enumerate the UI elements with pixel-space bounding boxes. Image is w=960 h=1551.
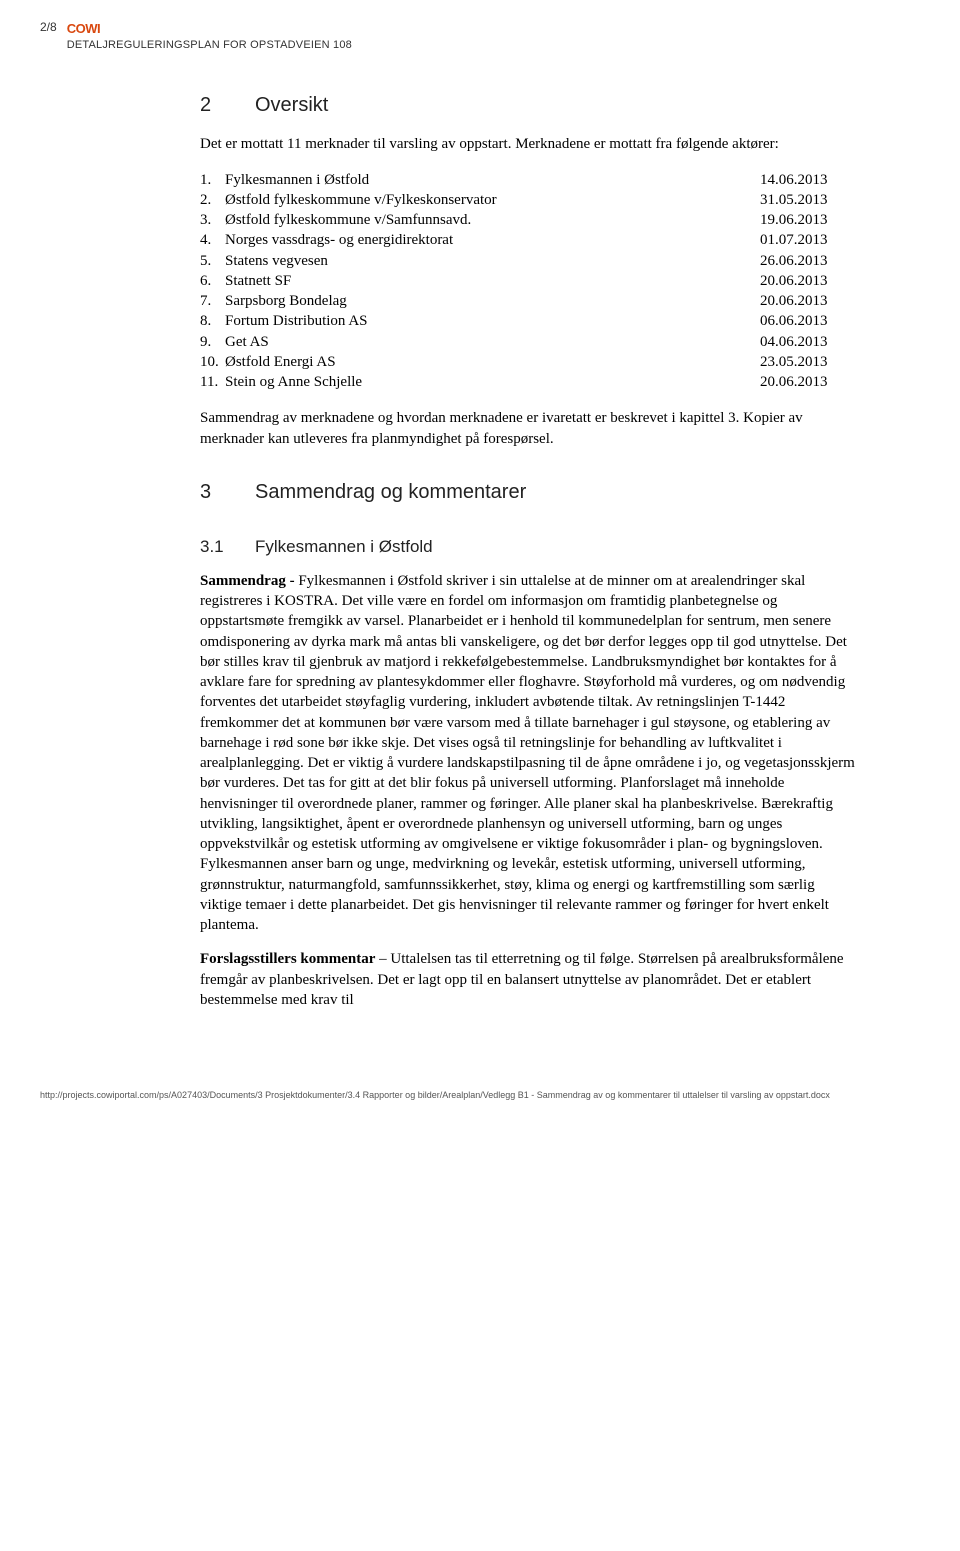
document-title: DETALJREGULERINGSPLAN FOR OPSTADVEIEN 10… bbox=[67, 38, 352, 53]
list-item-number: 9. bbox=[200, 332, 225, 352]
section-2-intro: Det er mottatt 11 merknader til varsling… bbox=[200, 134, 860, 154]
list-item: 6.Statnett SF20.06.2013 bbox=[200, 271, 860, 291]
list-item-label: Østfold fylkeskommune v/Samfunnsavd. bbox=[225, 210, 760, 230]
list-item-date: 31.05.2013 bbox=[760, 190, 860, 210]
list-item-date: 26.06.2013 bbox=[760, 251, 860, 271]
list-item: 7.Sarpsborg Bondelag20.06.2013 bbox=[200, 291, 860, 311]
list-item-label: Fortum Distribution AS bbox=[225, 311, 760, 331]
sammendrag-label: Sammendrag - bbox=[200, 573, 295, 589]
section-3-1-comment: Forslagsstillers kommentar – Uttalelsen … bbox=[200, 949, 860, 1010]
section-3-1-heading: 3.1Fylkesmannen i Østfold bbox=[200, 536, 860, 559]
list-item-label: Get AS bbox=[225, 332, 760, 352]
header-block: COWI DETALJREGULERINGSPLAN FOR OPSTADVEI… bbox=[67, 20, 352, 52]
list-item-date: 20.06.2013 bbox=[760, 372, 860, 392]
list-item-date: 04.06.2013 bbox=[760, 332, 860, 352]
section-3-title: Sammendrag og kommentarer bbox=[255, 481, 526, 503]
section-3-num: 3 bbox=[200, 479, 255, 506]
section-3-1-num: 3.1 bbox=[200, 536, 255, 559]
list-item-number: 1. bbox=[200, 170, 225, 190]
list-item-date: 06.06.2013 bbox=[760, 311, 860, 331]
list-item-label: Sarpsborg Bondelag bbox=[225, 291, 760, 311]
list-item-date: 23.05.2013 bbox=[760, 352, 860, 372]
list-item-number: 2. bbox=[200, 190, 225, 210]
company-logo: COWI bbox=[67, 20, 352, 38]
list-item-label: Norges vassdrags- og energidirektorat bbox=[225, 230, 760, 250]
section-3-heading: 3Sammendrag og kommentarer bbox=[200, 479, 860, 506]
list-item-label: Statnett SF bbox=[225, 271, 760, 291]
list-item-number: 6. bbox=[200, 271, 225, 291]
list-item-number: 5. bbox=[200, 251, 225, 271]
page-footer: http://projects.cowiportal.com/ps/A02740… bbox=[40, 1090, 920, 1102]
list-item-label: Østfold fylkeskommune v/Fylkeskonservato… bbox=[225, 190, 760, 210]
list-item-label: Fylkesmannen i Østfold bbox=[225, 170, 760, 190]
list-item-number: 4. bbox=[200, 230, 225, 250]
list-item: 8.Fortum Distribution AS06.06.2013 bbox=[200, 311, 860, 331]
section-2-title: Oversikt bbox=[255, 94, 328, 116]
list-item-date: 01.07.2013 bbox=[760, 230, 860, 250]
section-3-1-body: Sammendrag - Fylkesmannen i Østfold skri… bbox=[200, 571, 860, 936]
list-item-number: 7. bbox=[200, 291, 225, 311]
list-item-date: 19.06.2013 bbox=[760, 210, 860, 230]
list-item: 11.Stein og Anne Schjelle20.06.2013 bbox=[200, 372, 860, 392]
list-item-number: 8. bbox=[200, 311, 225, 331]
forslagsstiller-label: Forslagsstillers kommentar bbox=[200, 951, 375, 967]
list-item-label: Statens vegvesen bbox=[225, 251, 760, 271]
list-item-number: 10. bbox=[200, 352, 225, 372]
list-item: 4.Norges vassdrags- og energidirektorat0… bbox=[200, 230, 860, 250]
list-item: 9.Get AS04.06.2013 bbox=[200, 332, 860, 352]
section-3-1-title: Fylkesmannen i Østfold bbox=[255, 537, 433, 556]
sammendrag-text: Fylkesmannen i Østfold skriver i sin utt… bbox=[200, 573, 855, 933]
list-item-number: 3. bbox=[200, 210, 225, 230]
list-item: 5.Statens vegvesen26.06.2013 bbox=[200, 251, 860, 271]
list-item: 1.Fylkesmannen i Østfold14.06.2013 bbox=[200, 170, 860, 190]
merknader-list: 1.Fylkesmannen i Østfold14.06.20132.Østf… bbox=[200, 170, 860, 393]
section-2-heading: 2Oversikt bbox=[200, 92, 860, 119]
list-item: 10.Østfold Energi AS23.05.2013 bbox=[200, 352, 860, 372]
list-item-date: 14.06.2013 bbox=[760, 170, 860, 190]
list-item-date: 20.06.2013 bbox=[760, 271, 860, 291]
page-header: 2/8 COWI DETALJREGULERINGSPLAN FOR OPSTA… bbox=[40, 20, 920, 52]
list-item: 3.Østfold fylkeskommune v/Samfunnsavd.19… bbox=[200, 210, 860, 230]
list-item: 2.Østfold fylkeskommune v/Fylkeskonserva… bbox=[200, 190, 860, 210]
list-item-number: 11. bbox=[200, 372, 225, 392]
list-item-label: Stein og Anne Schjelle bbox=[225, 372, 760, 392]
list-item-date: 20.06.2013 bbox=[760, 291, 860, 311]
page-content: 2Oversikt Det er mottatt 11 merknader ti… bbox=[200, 92, 860, 1010]
section-2-summary: Sammendrag av merknadene og hvordan merk… bbox=[200, 408, 860, 449]
list-item-label: Østfold Energi AS bbox=[225, 352, 760, 372]
page-number: 2/8 bbox=[40, 20, 57, 36]
section-2-num: 2 bbox=[200, 92, 255, 119]
